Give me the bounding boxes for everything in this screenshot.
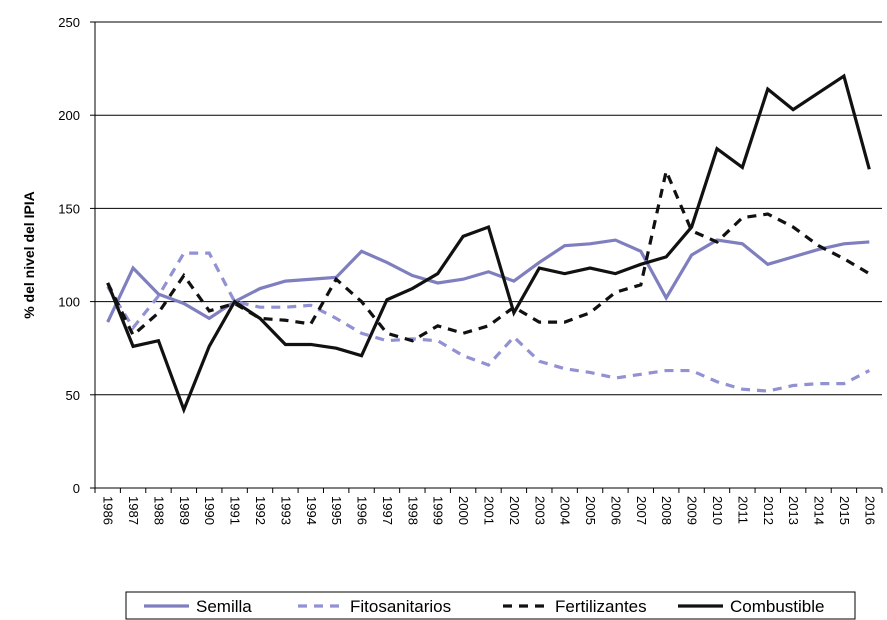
y-axis-label: % del nivel del IPIA [21,191,37,319]
x-tick-label: 1989 [177,496,192,525]
y-tick-label: 0 [73,481,80,496]
x-tick-label: 1992 [253,496,268,525]
x-tick-label: 2007 [634,496,649,525]
y-tick-label: 50 [66,388,80,403]
x-tick-label: 2001 [482,496,497,525]
x-tick-label: 2013 [786,496,801,525]
legend-label: Semilla [196,597,252,616]
x-tick-label: 1991 [228,496,243,525]
x-tick-label: 1997 [380,496,395,525]
legend-box [125,591,856,620]
x-tick-label: 2006 [608,496,623,525]
x-tick-label: 2000 [456,496,471,525]
x-tick-label: 2011 [735,496,750,524]
series-line [106,238,870,323]
series-line [106,73,871,415]
legend-label: Fitosanitarios [350,597,451,616]
x-tick-label: 2002 [507,496,522,525]
x-tick-label: 2014 [812,496,827,525]
x-tick-label: 1990 [202,496,217,525]
x-tick-label: 2010 [710,496,725,525]
x-tick-label: 1986 [101,496,116,525]
x-tick-label: 2016 [862,496,877,525]
y-tick-label: 100 [58,295,80,310]
x-tick-label: 1995 [329,496,344,525]
x-tick-label: 2003 [532,496,547,525]
x-tick-label: 1994 [304,496,319,525]
x-tick-label: 2009 [685,496,700,525]
legend-label: Combustible [730,597,825,616]
x-tick-label: 2005 [583,496,598,525]
x-tick-label: 1993 [278,496,293,525]
y-tick-label: 200 [58,108,80,123]
x-tick-label: 2008 [659,496,674,525]
y-tick-label: 150 [58,201,80,216]
x-tick-label: 1999 [431,496,446,525]
series-line [106,251,871,393]
legend-label: Fertilizantes [555,597,647,616]
x-tick-label: 1998 [405,496,420,525]
x-tick-label: 1996 [355,496,370,525]
x-tick-label: 1988 [151,496,166,525]
x-tick-label: 2012 [761,496,776,525]
x-tick-label: 2004 [558,496,573,525]
y-tick-label: 250 [58,15,80,30]
x-tick-label: 2015 [837,496,852,525]
x-tick-label: 1987 [126,496,141,525]
